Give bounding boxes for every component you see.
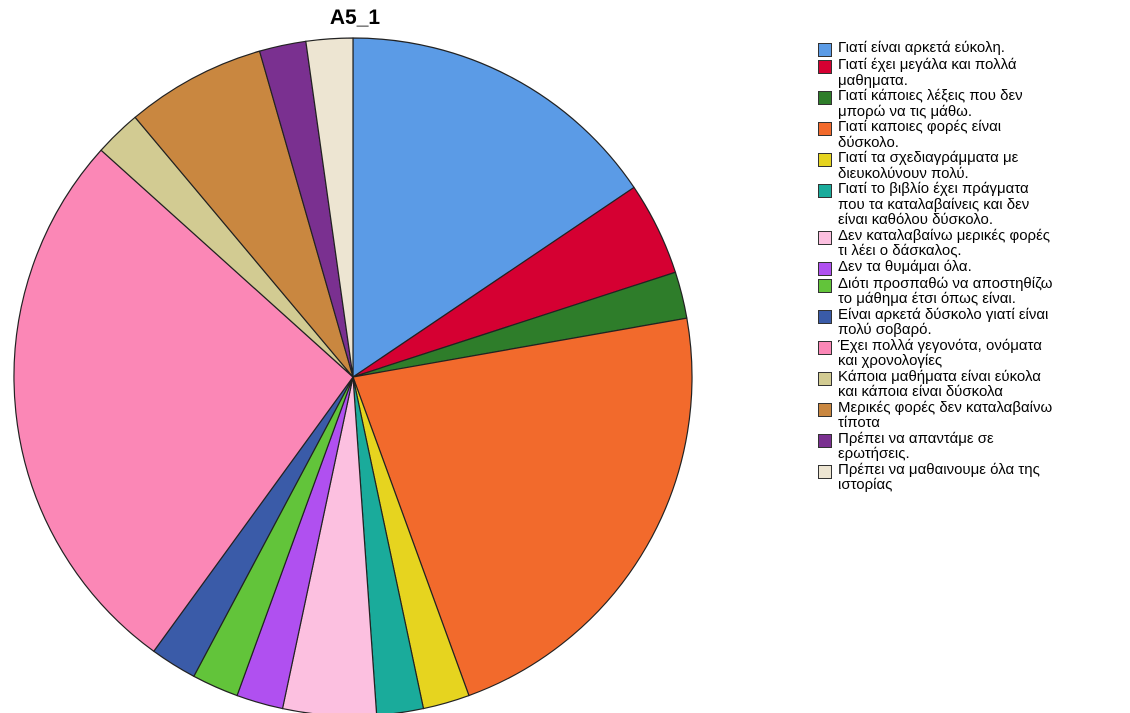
legend-swatch [818,122,832,136]
legend-swatch [818,340,832,355]
legend-swatch [818,261,832,276]
legend-item-2: Γιατί έχει μεγάλα και πολλά μαθηματα. [818,57,1128,88]
legend-label: Γιατί καποιες φορές είναι δύσκολο. [838,118,1002,151]
pie-slice-13 [134,50,354,378]
legend-item-8: Δεν τα θυμάμαι όλα. [818,257,1128,276]
legend-swatch [818,91,832,105]
legend-label: Έχει πολλά γεγονότα, ονόματα και χρονολο… [838,336,1042,369]
legend-label: Διότι προσπαθώ να αποστηθίζω το μάθημα έ… [838,274,1053,307]
legend-label: Δεν τα θυμάμαι όλα. [838,257,972,275]
legend-item-7: Δεν καταλαβαίνω μερικές φορές τι λέει ο … [818,226,1128,259]
legend-swatch [818,60,832,74]
legend-item-10: Είναι αρκετά δύσκολο γιατί είναι πολύ σο… [818,305,1128,338]
legend-swatch [818,309,832,324]
legend-swatch [818,230,832,245]
legend-swatch [818,371,832,386]
pie-slice-11 [13,149,354,653]
legend-item-1: Γιατί είναι αρκετά εύκολη. [818,40,1128,57]
legend-swatch [818,43,832,57]
legend-item-13: Μερικές φορές δεν καταλαβαίνω τίποτα [818,398,1128,431]
legend-swatch [818,402,832,417]
pie-slice-15 [305,37,354,378]
legend-swatch [818,184,832,198]
legend-label: Δεν καταλαβαίνω μερικές φορές τι λέει ο … [838,226,1050,259]
pie-chart [13,37,693,713]
pie-slice-1 [352,37,635,379]
legend-swatch [818,433,832,448]
legend-item-11: Έχει πολλά γεγονότα, ονόματα και χρονολο… [818,336,1128,369]
legend-label: Γιατί τα σχεδιαγράμματα με διευκολύνουν … [838,149,1019,182]
legend-item-9: Διότι προσπαθώ να αποστηθίζω το μάθημα έ… [818,274,1128,307]
legend-item-3: Γιατί κάποιες λέξεις που δεν μπορώ να τι… [818,88,1128,119]
legend: Γιατί είναι αρκετά εύκολη. Γιατί έχει μεγ… [818,40,1128,493]
legend-item-6: Γιατί το βιβλίο έχει πράγματα που τα κατ… [818,181,1128,228]
legend-label: Είναι αρκετά δύσκολο γιατί είναι πολύ σο… [838,305,1049,338]
legend-swatch [818,464,832,479]
legend-label: Κάποια μαθήματα είναι εύκολα και κάποια … [838,367,1041,400]
legend-label: Γιατί κάποιες λέξεις που δεν μπορώ να τι… [838,87,1023,120]
legend-label: Γιατί το βιβλίο έχει πράγματα που τα κατ… [838,180,1030,228]
legend-label: Γιατί είναι αρκετά εύκολη. [838,39,1005,56]
legend-item-15: Πρέπει να μαθαινουμε όλα της ιστορίας [818,460,1128,493]
legend-label: Γιατί έχει μεγάλα και πολλά μαθηματα. [838,56,1017,89]
legend-label: Πρέπει να απαντάμε σε ερωτήσεις. [838,429,994,462]
legend-swatch [818,278,832,293]
legend-item-4: Γιατί καποιες φορές είναι δύσκολο. [818,119,1128,150]
legend-label: Πρέπει να μαθαινουμε όλα της ιστορίας [838,460,1040,493]
legend-label: Μερικές φορές δεν καταλαβαίνω τίποτα [838,398,1053,431]
pie-slice-4 [352,317,693,697]
chart-title: A5_1 [329,6,381,29]
legend-item-5: Γιατί τα σχεδιαγράμματα με διευκολύνουν … [818,150,1128,181]
legend-item-12: Κάποια μαθήματα είναι εύκολα και κάποια … [818,367,1128,400]
legend-item-14: Πρέπει να απαντάμε σε ερωτήσεις. [818,429,1128,462]
legend-swatch [818,153,832,167]
